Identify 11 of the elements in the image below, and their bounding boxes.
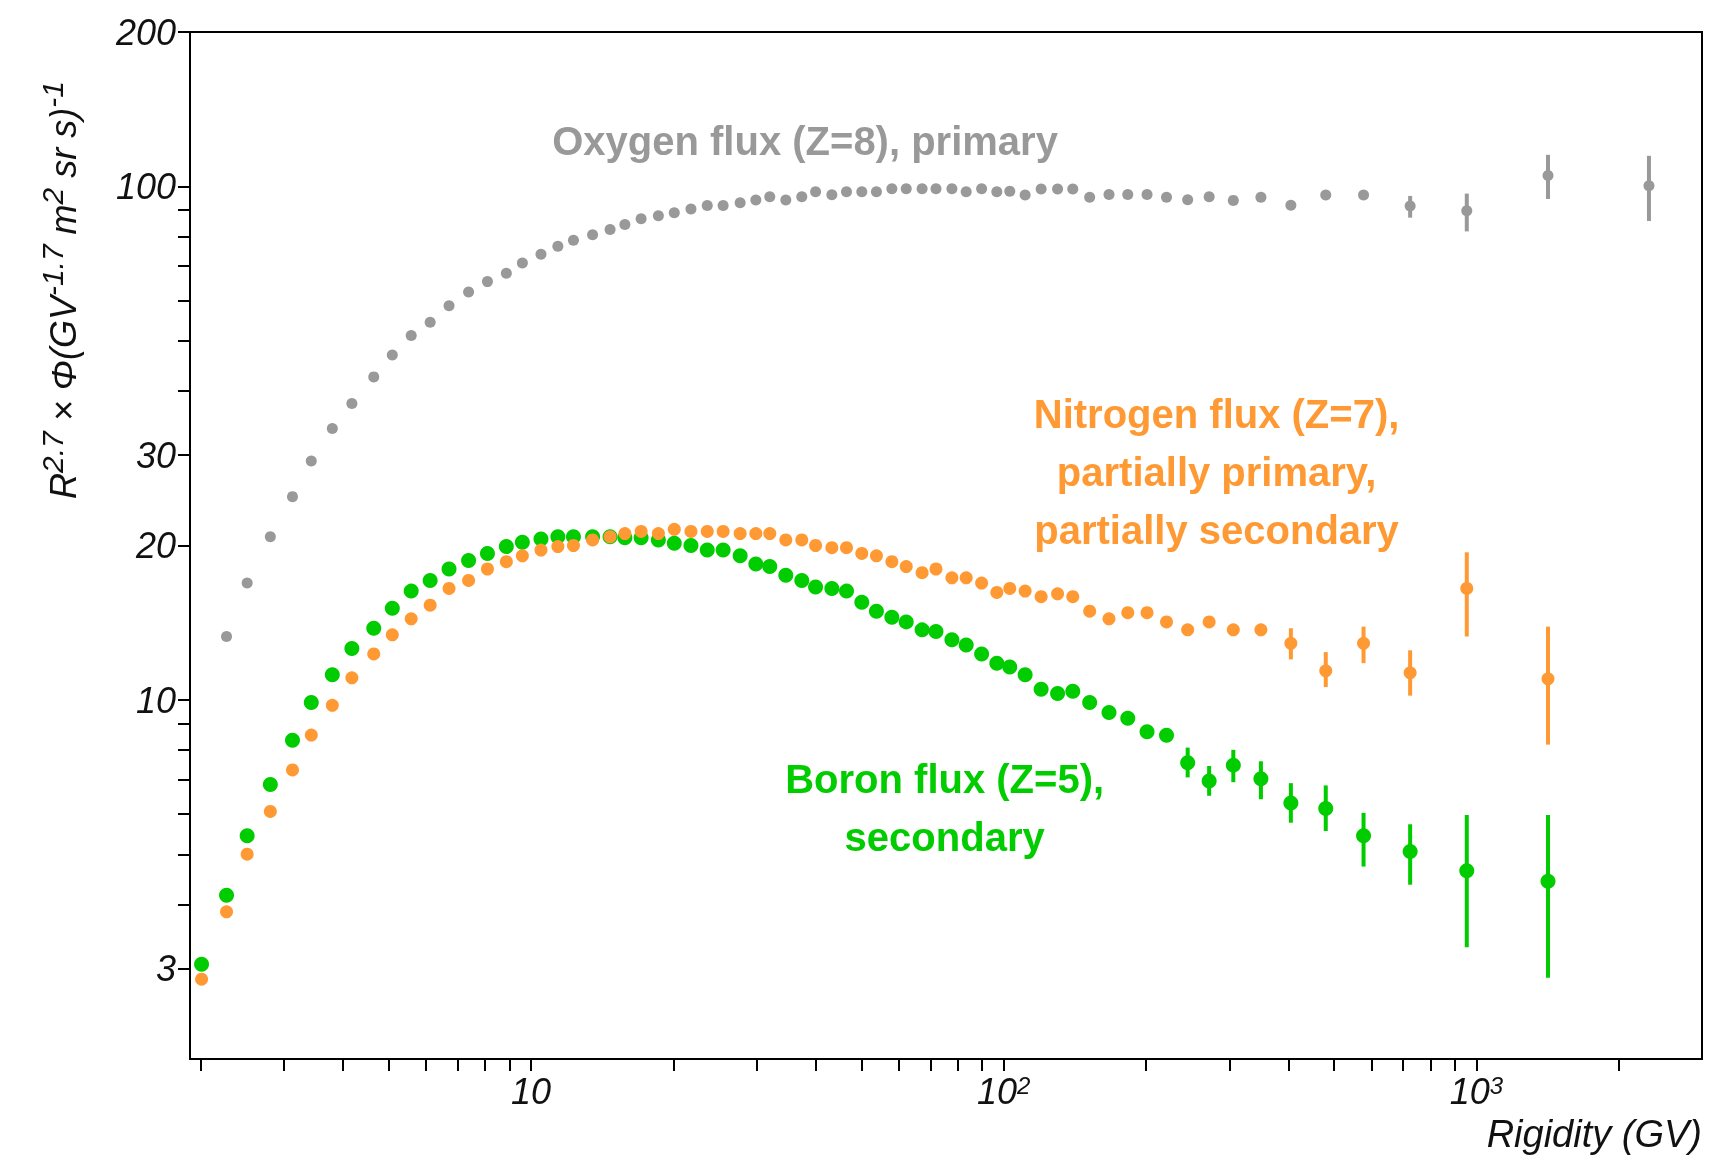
series-label: Nitrogen flux (Z=7), partially primary, partially secondary: [1033, 392, 1400, 553]
y-tick-label: 30: [135, 434, 176, 476]
y-tick-label: 3: [155, 948, 176, 990]
series-label: Boron flux (Z=5), secondary: [785, 756, 1105, 859]
y-tick-label: 200: [114, 11, 176, 53]
y-tick-label: 100: [115, 166, 176, 208]
series-label: Oxygen flux (Z=8), primary: [552, 118, 1059, 163]
y-tick-label: 20: [134, 525, 176, 566]
x-axis-title: Rigidity (GV): [1486, 1113, 1702, 1155]
x-tick-label: 10: [510, 1070, 551, 1112]
y-tick-label: 10: [135, 679, 176, 721]
